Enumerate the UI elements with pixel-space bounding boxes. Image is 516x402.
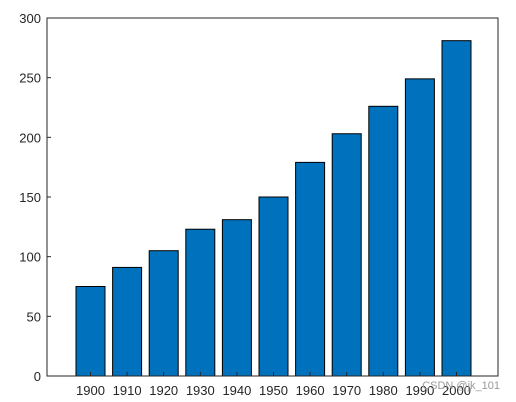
y-tick-label: 100 [19,250,41,265]
axis-layer: 1900 1910 1920 1930 1940 1950 1960 1970 1980 1990… [19,11,471,398]
bar-1970 [331,133,362,377]
watermark: CSDN @jk_101 [422,380,500,392]
bar-1930 [185,228,216,377]
bar-1950 [258,196,289,377]
y-tick-label: 300 [19,11,41,26]
y-tick-label: 50 [27,309,41,324]
x-tick-label: 1920 [149,383,178,398]
bar-1980 [368,105,399,377]
bar-1940 [221,219,252,377]
bar-1990 [404,78,435,377]
x-tick-label: 1980 [369,383,398,398]
y-tick-label: 0 [34,369,41,384]
bar-2000 [441,40,472,377]
bar-1920 [148,250,179,377]
x-tick-label: 1960 [296,383,325,398]
bar-1960 [295,161,326,377]
x-tick-label: 1950 [259,383,288,398]
x-tick-label: 1900 [76,383,105,398]
y-tick-label: 200 [19,130,41,145]
x-tick-label: 1930 [186,383,215,398]
y-tick-label: 250 [19,71,41,86]
x-tick-label: 1970 [332,383,361,398]
bar-1900 [75,286,106,377]
x-tick-label: 1940 [222,383,251,398]
x-tick-label: 1910 [113,383,142,398]
x-tick-label: 2000 [442,383,471,398]
bars-layer [75,40,472,377]
bar-1910 [112,266,143,377]
x-tick-label: 1990 [405,383,434,398]
y-tick-label: 150 [19,190,41,205]
